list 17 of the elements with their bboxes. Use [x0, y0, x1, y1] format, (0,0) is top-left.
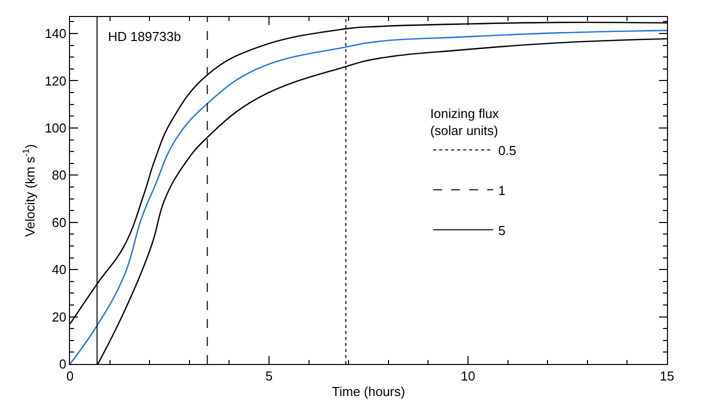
y-tick-label: 20 — [52, 309, 66, 324]
x-tick-label: 10 — [460, 368, 476, 384]
y-tick-label: 0 — [59, 356, 66, 372]
legend-label: 5 — [498, 222, 506, 238]
y-tick-label: 80 — [52, 168, 66, 183]
y-tick-label: 100 — [44, 120, 66, 136]
x-tick-label: 15 — [660, 368, 674, 384]
legend-label: 0.5 — [498, 142, 516, 158]
y-tick-label: 120 — [44, 73, 66, 88]
y-tick-label: 140 — [44, 26, 66, 42]
legend-title: Ionizing flux (solar units) — [430, 106, 500, 138]
x-tick-label: 5 — [265, 368, 273, 384]
x-axis-title: Time (hours) — [332, 384, 406, 400]
y-tick-label: 60 — [52, 214, 66, 230]
legend-label: 1 — [498, 182, 506, 198]
annotation: HD 189733b — [108, 29, 181, 44]
y-tick-label: 40 — [52, 262, 66, 278]
